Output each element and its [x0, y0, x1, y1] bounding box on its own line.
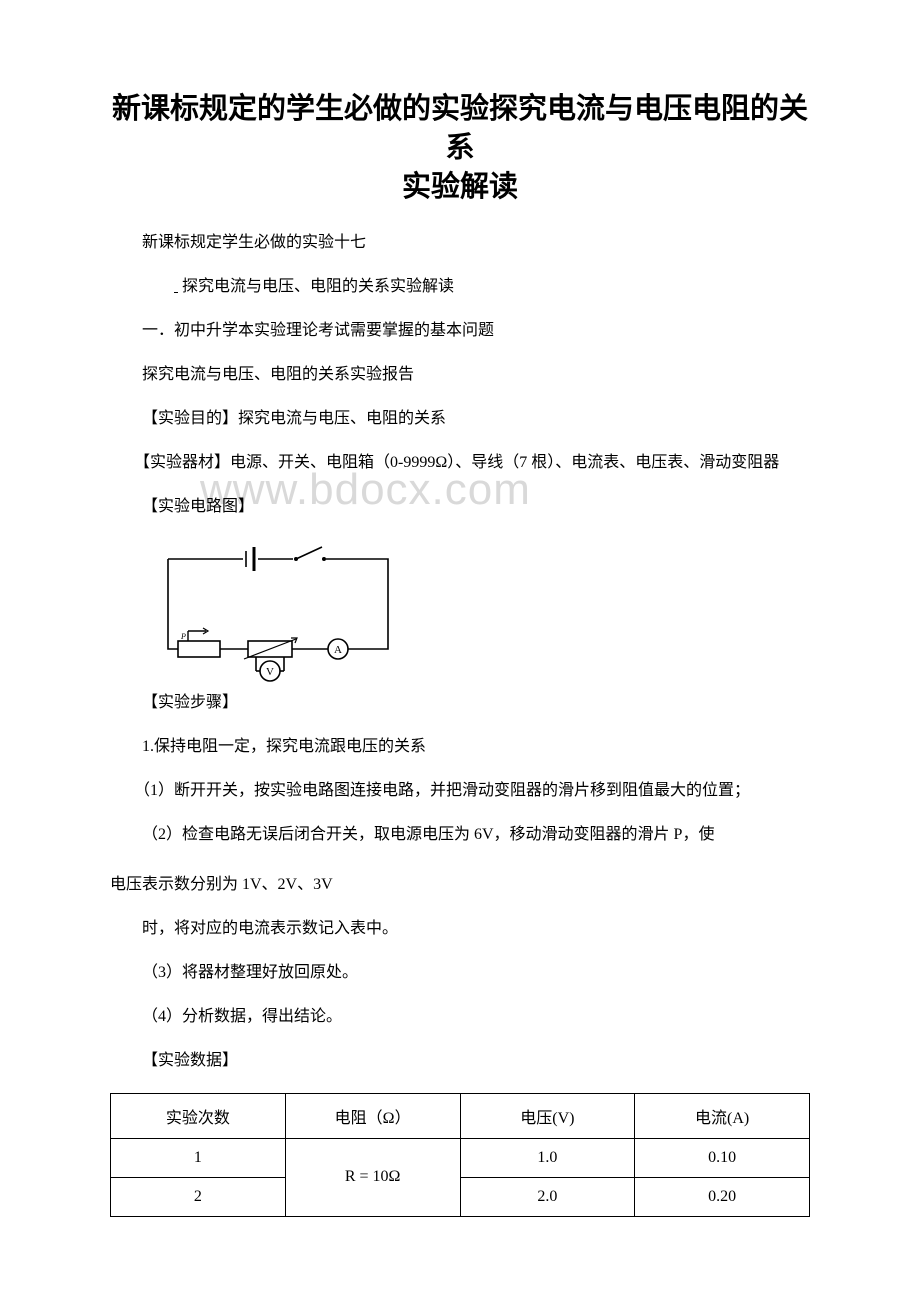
- paragraph-intro-2-text: 探究电流与电压、电阻的关系实验解读: [182, 278, 454, 295]
- step-1-heading: 1.保持电阻一定，探究电流跟电压的关系: [110, 735, 810, 759]
- experiment-purpose: 【实验目的】探究电流与电压、电阻的关系: [110, 407, 810, 431]
- step-1-2: （2）检查电路无误后闭合开关，取电源电压为 6V，移动滑动变阻器的滑片 P，使: [110, 823, 810, 847]
- step-1-1-text: （1）断开开关，按实验电路图连接电路，并把滑动变阻器的滑片移到阻值最大的位置；: [142, 782, 750, 799]
- cell-voltage-2: 2.0: [460, 1177, 635, 1216]
- table-row: 1 R = 10Ω 1.0 0.10: [111, 1138, 810, 1177]
- title-line-1: 新课标规定的学生必做的实验探究电流与电压电阻的关系: [112, 93, 808, 164]
- table-header-row: 实验次数 电阻（Ω） 电压(V) 电流(A): [111, 1093, 810, 1138]
- step-1-4: （4）分析数据，得出结论。: [110, 1005, 810, 1029]
- cell-trial-2: 2: [111, 1177, 286, 1216]
- steps-label: 【实验步骤】: [110, 691, 810, 715]
- step-1-3: （3）将器材整理好放回原处。: [110, 961, 810, 985]
- experiment-equipment-text: 【实验器材】电源、开关、电阻箱（0-9999Ω）、导线（7 根）、电流表、电压表…: [142, 454, 779, 471]
- cell-current-2: 0.20: [635, 1177, 810, 1216]
- cell-trial-1: 1: [111, 1138, 286, 1177]
- table-row: 2 2.0 0.20: [111, 1177, 810, 1216]
- table-header-voltage: 电压(V): [460, 1093, 635, 1138]
- circuit-svg: P A V: [148, 539, 408, 689]
- rheostat-label-p: P: [180, 632, 186, 641]
- section-heading-1: 一．初中升学本实验理论考试需要掌握的基本问题: [110, 319, 810, 343]
- experiment-data-table: 实验次数 电阻（Ω） 电压(V) 电流(A) 1 R = 10Ω 1.0 0.1…: [110, 1093, 810, 1217]
- paragraph-intro-1: 新课标规定学生必做的实验十七: [110, 231, 810, 255]
- title-line-2: 实验解读: [402, 171, 518, 203]
- cell-resistance: R = 10Ω: [285, 1138, 460, 1216]
- step-1-2c: 时，将对应的电流表示数记入表中。: [110, 917, 810, 941]
- cell-current-1: 0.10: [635, 1138, 810, 1177]
- report-heading: 探究电流与电压、电阻的关系实验报告: [110, 363, 810, 387]
- circuit-diagram-label: 【实验电路图】: [110, 495, 810, 519]
- document-title: 新课标规定的学生必做的实验探究电流与电压电阻的关系 实验解读: [110, 90, 810, 207]
- blank-underline: [142, 275, 182, 299]
- data-label: 【实验数据】: [110, 1049, 810, 1073]
- cell-voltage-1: 1.0: [460, 1138, 635, 1177]
- step-1-2b: 电压表示数分别为 1V、2V、3V: [78, 867, 810, 902]
- paragraph-intro-2: 探究电流与电压、电阻的关系实验解读: [110, 275, 810, 299]
- table-header-current: 电流(A): [635, 1093, 810, 1138]
- experiment-equipment: 【实验器材】电源、开关、电阻箱（0-9999Ω）、导线（7 根）、电流表、电压表…: [110, 451, 810, 475]
- step-1-1: （1）断开开关，按实验电路图连接电路，并把滑动变阻器的滑片移到阻值最大的位置；: [110, 779, 810, 803]
- circuit-diagram: P A V: [148, 539, 508, 679]
- table-header-trial: 实验次数: [111, 1093, 286, 1138]
- ammeter-label: A: [334, 644, 342, 656]
- table-header-resistance: 电阻（Ω）: [285, 1093, 460, 1138]
- voltmeter-label: V: [266, 666, 274, 678]
